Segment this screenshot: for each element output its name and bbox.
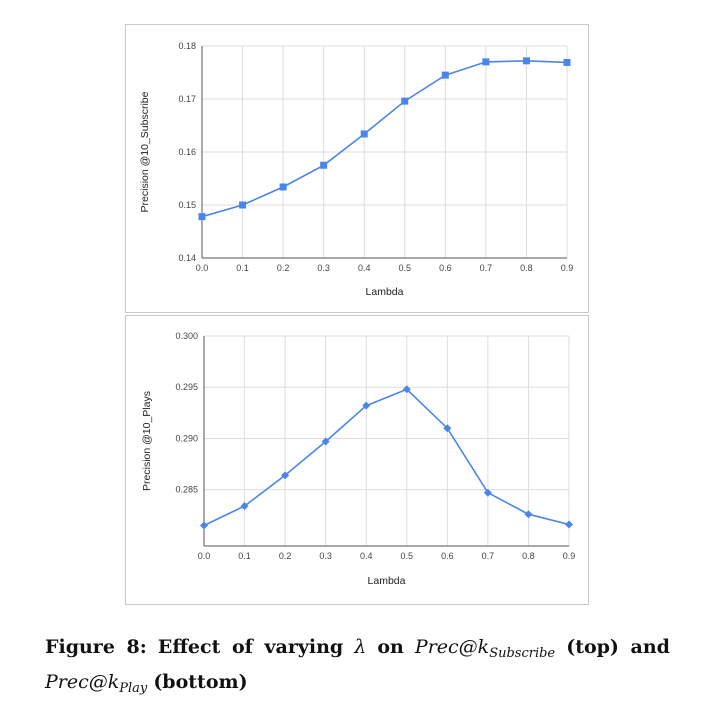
x-tick-label: 0.4 [358,263,371,273]
y-tick-label: 0.290 [175,433,198,443]
data-point [360,130,368,138]
data-point [482,58,490,66]
x-tick-label: 0.1 [236,263,249,273]
data-point [524,510,533,519]
y-tick-label: 0.15 [178,200,196,210]
data-point [441,71,449,79]
caption-top-and: (top) and [566,636,670,658]
x-tick-label: 0.2 [277,263,290,273]
caption-on: on [377,636,404,658]
bottom-chart-panel: 0.0 0.1 0.2 0.3 0.4 0.5 0.6 0.7 0.8 0.9 0.285 0.290… [125,315,589,605]
x-tick-label: 0.3 [317,263,330,273]
caption-line-1: Figure 8: Effect of varying λ on Prec@kS… [45,633,670,668]
caption-bottom: (bottom) [153,671,248,693]
x-tick-label: 0.9 [561,263,574,273]
figure-caption: Figure 8: Effect of varying λ on Prec@kS… [45,633,670,703]
data-point [563,58,571,66]
x-tick-label: 0.9 [563,551,576,561]
y-tick-label: 0.285 [175,485,198,495]
x-tick-label: 0.5 [401,551,414,561]
caption-line-2: Prec@kPlay (bottom) [45,668,670,703]
data-point [565,520,573,529]
y-axis-title: Precision @10_Subscribe [139,91,151,212]
x-tick-label: 0.8 [522,551,535,561]
y-tick-label: 0.16 [178,147,196,157]
top-chart-panel: 0.0 0.1 0.2 0.3 0.4 0.5 0.6 0.7 0.8 0.9 0.14 0.15 0.… [125,24,589,313]
data-point [281,471,290,480]
x-tick-label: 0.0 [198,551,211,561]
x-tick-label: 0.3 [319,551,332,561]
plays-precision-chart: 0.0 0.1 0.2 0.3 0.4 0.5 0.6 0.7 0.8 0.9 0.285 0.290… [141,331,576,587]
data-point [239,201,247,209]
caption-lambda: λ [354,636,367,658]
x-tick-label: 0.6 [439,263,452,273]
x-tick-label: 0.5 [399,263,412,273]
x-tick-label: 0.2 [279,551,292,561]
x-axis-title: Lambda [368,575,406,587]
x-tick-label: 0.1 [238,551,251,561]
data-point [240,502,249,511]
y-axis-title: Precision @10_Plays [141,391,153,491]
x-tick-label: 0.4 [360,551,373,561]
subscribe-precision-chart: 0.0 0.1 0.2 0.3 0.4 0.5 0.6 0.7 0.8 0.9 0.14 0.15 0.… [139,41,574,298]
caption-metric-1: Prec@kSubscribe [414,636,556,661]
data-point [443,424,452,433]
data-point [320,161,328,169]
data-point [200,521,208,530]
x-tick-label: 0.7 [482,551,495,561]
y-tick-label: 0.18 [178,41,196,51]
data-point [522,57,530,65]
caption-text: Effect of varying [157,636,344,658]
series-line [201,59,568,218]
series-line [203,388,570,527]
x-tick-label: 0.0 [196,263,209,273]
caption-label: Figure 8: [45,636,147,658]
x-tick-label: 0.7 [480,263,493,273]
data-point [198,213,206,221]
y-tick-label: 0.14 [178,253,196,263]
data-point [483,488,492,497]
data-point [401,97,409,105]
data-point [402,385,411,394]
y-tick-label: 0.295 [175,382,198,392]
y-tick-label: 0.300 [175,331,198,341]
x-axis-title: Lambda [366,286,404,298]
data-point [321,437,330,446]
data-point [362,401,371,410]
caption-metric-2: Prec@kPlay [45,671,148,696]
data-point [279,183,287,191]
x-tick-label: 0.8 [520,263,533,273]
y-tick-label: 0.17 [178,94,196,104]
x-tick-label: 0.6 [441,551,454,561]
